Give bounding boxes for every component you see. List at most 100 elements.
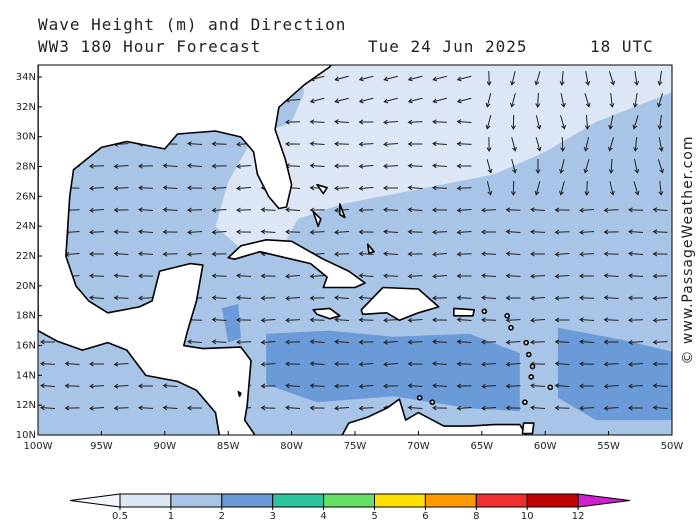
watermark: © www.PassageWeather.com	[680, 135, 696, 364]
direction-arrow	[608, 115, 614, 130]
date: Tue 24 Jun 2025	[368, 37, 528, 56]
land	[521, 422, 535, 435]
direction-arrow	[138, 185, 154, 191]
land	[312, 210, 322, 228]
direction-arrow	[456, 119, 472, 125]
lat-label: 16N	[16, 341, 36, 352]
direction-arrow	[407, 185, 423, 191]
direction-arrow	[432, 273, 448, 279]
time: 18 UTC	[590, 37, 654, 56]
direction-arrow	[432, 251, 448, 257]
colorbar-label: 2	[219, 511, 225, 522]
direction-arrow	[505, 405, 521, 411]
lat-label: 30N	[16, 132, 36, 143]
colorbar-label: 12	[572, 511, 585, 522]
direction-arrow	[608, 158, 614, 174]
direction-arrow	[603, 229, 619, 235]
direction-arrow	[632, 93, 638, 108]
direction-arrow	[560, 115, 566, 130]
direction-arrow	[432, 97, 447, 104]
direction-arrow	[603, 207, 619, 213]
island	[508, 324, 514, 331]
direction-arrow	[554, 251, 570, 257]
direction-arrow	[634, 71, 640, 86]
direction-arrow	[628, 229, 644, 235]
direction-arrow	[534, 181, 541, 196]
direction-arrow	[407, 163, 423, 169]
direction-arrow	[383, 163, 399, 169]
direction-arrow	[285, 361, 301, 367]
direction-arrow	[383, 317, 399, 323]
direction-arrow	[113, 163, 129, 169]
direction-arrow	[407, 119, 423, 125]
direction-arrow	[652, 207, 668, 213]
direction-arrow	[334, 185, 350, 191]
direction-arrow	[632, 115, 639, 130]
direction-arrow	[456, 185, 472, 191]
direction-arrow	[309, 361, 325, 367]
direction-arrow	[211, 273, 227, 279]
direction-arrow	[113, 361, 129, 367]
direction-arrow	[162, 251, 178, 257]
direction-arrow	[89, 295, 105, 301]
direction-arrow	[211, 207, 227, 213]
direction-arrow	[309, 317, 325, 323]
direction-arrow	[285, 317, 301, 323]
direction-arrow	[559, 159, 565, 174]
direction-arrow	[603, 339, 619, 345]
direction-arrow	[260, 405, 276, 411]
wave-dark	[557, 327, 672, 421]
direction-arrow	[89, 383, 105, 389]
direction-arrow	[510, 71, 516, 86]
direction-arrow	[285, 383, 301, 389]
direction-arrow	[334, 97, 349, 104]
direction-arrow	[554, 339, 570, 345]
direction-arrow	[535, 137, 542, 152]
map	[38, 65, 672, 435]
direction-arrow	[559, 181, 565, 196]
direction-arrow	[530, 405, 546, 411]
direction-arrow	[309, 141, 325, 147]
direction-arrow	[383, 119, 399, 125]
direction-arrow	[407, 273, 423, 279]
direction-arrow	[652, 251, 668, 257]
direction-arrow	[535, 158, 541, 174]
direction-arrow	[285, 141, 301, 147]
lon-label: 80W	[280, 441, 303, 452]
land	[360, 286, 440, 322]
direction-arrow	[554, 295, 570, 301]
direction-arrow	[407, 251, 423, 257]
direction-arrow	[309, 97, 325, 104]
direction-arrow	[113, 207, 129, 213]
direction-arrow	[456, 141, 472, 147]
direction-arrow	[505, 339, 521, 345]
direction-arrow	[358, 207, 374, 213]
lon-label: 60W	[534, 441, 557, 452]
direction-arrow	[383, 251, 399, 257]
direction-arrow	[554, 361, 570, 367]
lat-label: 14N	[16, 370, 36, 381]
colorbar-segment	[272, 493, 325, 508]
colorbar-segment	[374, 493, 426, 508]
direction-arrow	[407, 339, 423, 345]
direction-arrow	[187, 163, 203, 169]
direction-arrow	[138, 295, 154, 301]
direction-arrow	[603, 361, 619, 367]
direction-arrow	[560, 136, 566, 152]
direction-arrow	[407, 405, 423, 411]
lon-label: 55W	[597, 441, 620, 452]
direction-arrow	[456, 295, 472, 301]
lon-label: 95W	[90, 441, 113, 452]
direction-arrow	[603, 383, 619, 389]
direction-arrow	[309, 273, 325, 279]
direction-arrow	[628, 361, 644, 367]
direction-arrow	[236, 163, 252, 169]
direction-arrow	[358, 185, 374, 191]
direction-arrow	[432, 317, 448, 323]
direction-arrow	[633, 136, 639, 152]
direction-arrow	[603, 317, 619, 323]
direction-arrow	[187, 207, 203, 213]
direction-arrow	[89, 207, 105, 213]
title: Wave Height (m) and Direction	[38, 15, 346, 34]
direction-arrow	[456, 251, 472, 257]
